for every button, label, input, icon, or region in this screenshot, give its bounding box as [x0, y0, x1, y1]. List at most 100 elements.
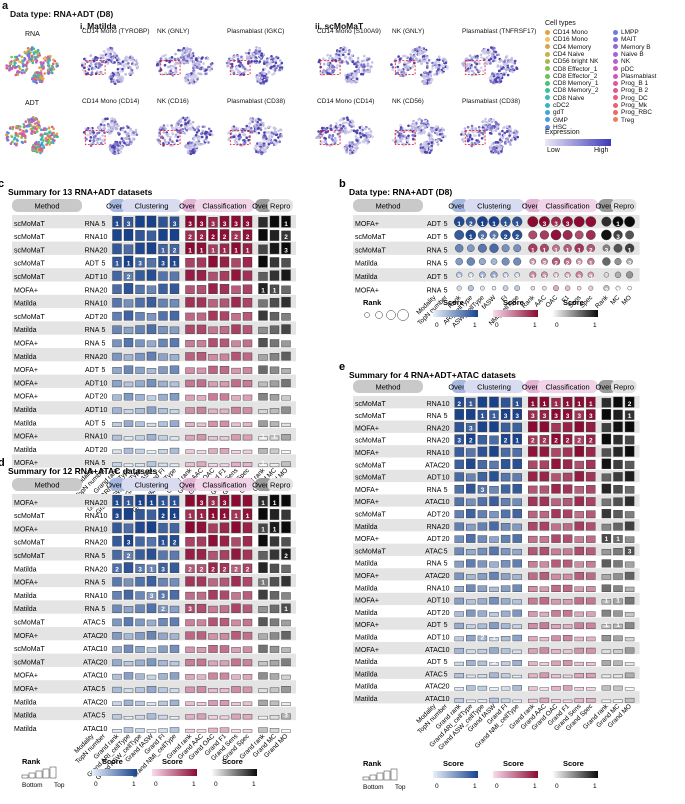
rank-label: 1 [554, 274, 558, 281]
score-cell [613, 421, 623, 433]
score-cell [135, 549, 145, 560]
row-topn: 20 [100, 354, 108, 361]
score-cell [562, 523, 573, 531]
score-cell [541, 271, 548, 279]
row-method: MOFA+ [14, 460, 38, 467]
score-cell [185, 686, 195, 693]
score-cell [562, 548, 573, 556]
rank-label: 2 [211, 566, 215, 573]
rank-label: 2 [515, 234, 519, 241]
score-cell [158, 700, 168, 706]
score-cell [112, 407, 122, 414]
score-cell [489, 435, 499, 445]
rank-label: 1 [469, 401, 473, 408]
score-cell [529, 258, 537, 265]
row-method: MOFA+ [355, 425, 379, 432]
panel-a-row-adt: ADT [25, 100, 39, 107]
score-cell [601, 624, 612, 629]
header-overall-classification-label: Overall [522, 383, 546, 392]
header-overall-repro-label: Overall [252, 481, 276, 490]
score-cell [454, 647, 464, 654]
score-cell [231, 258, 241, 268]
row-method: Matilda [355, 659, 378, 666]
score-cell [158, 645, 168, 653]
rank-label: 1 [492, 635, 496, 642]
header-method [353, 380, 423, 393]
score-cell [512, 523, 522, 531]
score-cell [466, 483, 476, 494]
row-modality: RNA [85, 434, 100, 441]
score-cell [219, 353, 230, 361]
score-cell [489, 421, 499, 433]
score-cell [281, 422, 291, 427]
score-cell [466, 433, 476, 445]
legend-rank-bar [376, 772, 384, 781]
score-cell [196, 658, 207, 667]
score-cell [196, 230, 207, 241]
score-cell [196, 367, 207, 374]
score-cell [269, 421, 280, 428]
score-cell [281, 592, 291, 600]
row-method: scMoMaT [14, 540, 45, 547]
legend-score-min: 0 [435, 322, 439, 329]
score-cell [574, 435, 584, 445]
score-cell [281, 215, 291, 228]
score-cell [185, 646, 195, 653]
score-cell [500, 573, 511, 580]
score-cell [231, 313, 241, 321]
score-cell [112, 535, 122, 547]
score-cell [112, 563, 122, 574]
score-cell [242, 449, 253, 454]
score-cell [169, 229, 180, 241]
score-cell [551, 433, 561, 445]
row-modality: RNA [427, 287, 442, 294]
score-cell [196, 340, 207, 348]
score-cell [185, 297, 195, 308]
score-cell [169, 535, 180, 547]
score-cell [281, 285, 291, 295]
score-cell [612, 216, 624, 228]
rank-label: 3 [504, 274, 508, 281]
score-cell [586, 636, 596, 642]
score-cell [208, 326, 218, 334]
score-cell [219, 393, 230, 401]
rank-label: 1 [554, 401, 558, 408]
row-method: Matilda [355, 635, 378, 642]
score-cell [185, 312, 195, 321]
rank-label: 2 [173, 540, 177, 547]
score-cell [169, 326, 180, 334]
cell-type-label: Prog_B 1 [621, 80, 649, 88]
score-cell [123, 338, 134, 348]
row-method: Matilda [355, 561, 378, 568]
score-cell [135, 632, 145, 640]
score-cell [185, 537, 195, 547]
score-cell [562, 649, 573, 654]
score-cell [514, 285, 521, 292]
panel-a-col-matilda: i. Matilda [80, 21, 117, 31]
score-cell [281, 537, 291, 547]
score-cell [613, 485, 623, 494]
score-cell [500, 484, 511, 494]
row-modality: ATAC [83, 713, 101, 720]
score-cell [601, 433, 612, 445]
score-cell [112, 270, 122, 281]
score-cell [185, 701, 195, 706]
rank-label: 1 [188, 513, 192, 520]
rank-label: 3 [469, 425, 473, 432]
score-cell [158, 618, 168, 627]
score-cell [466, 584, 476, 592]
score-cell [574, 496, 584, 506]
header-overall-classification-label: Overall [179, 481, 203, 490]
score-cell [208, 338, 218, 348]
score-cell [467, 244, 475, 253]
score-cell [208, 645, 218, 653]
score-cell [219, 577, 230, 587]
score-cell [158, 523, 168, 534]
cell-type-swatch [613, 29, 618, 35]
rank-label: 1 [234, 513, 238, 520]
legend-score-title: Score [503, 759, 524, 768]
score-cell [231, 367, 241, 374]
row-modality: ATAC [83, 686, 101, 693]
rank-label: 2 [577, 438, 581, 445]
score-cell [551, 448, 561, 457]
